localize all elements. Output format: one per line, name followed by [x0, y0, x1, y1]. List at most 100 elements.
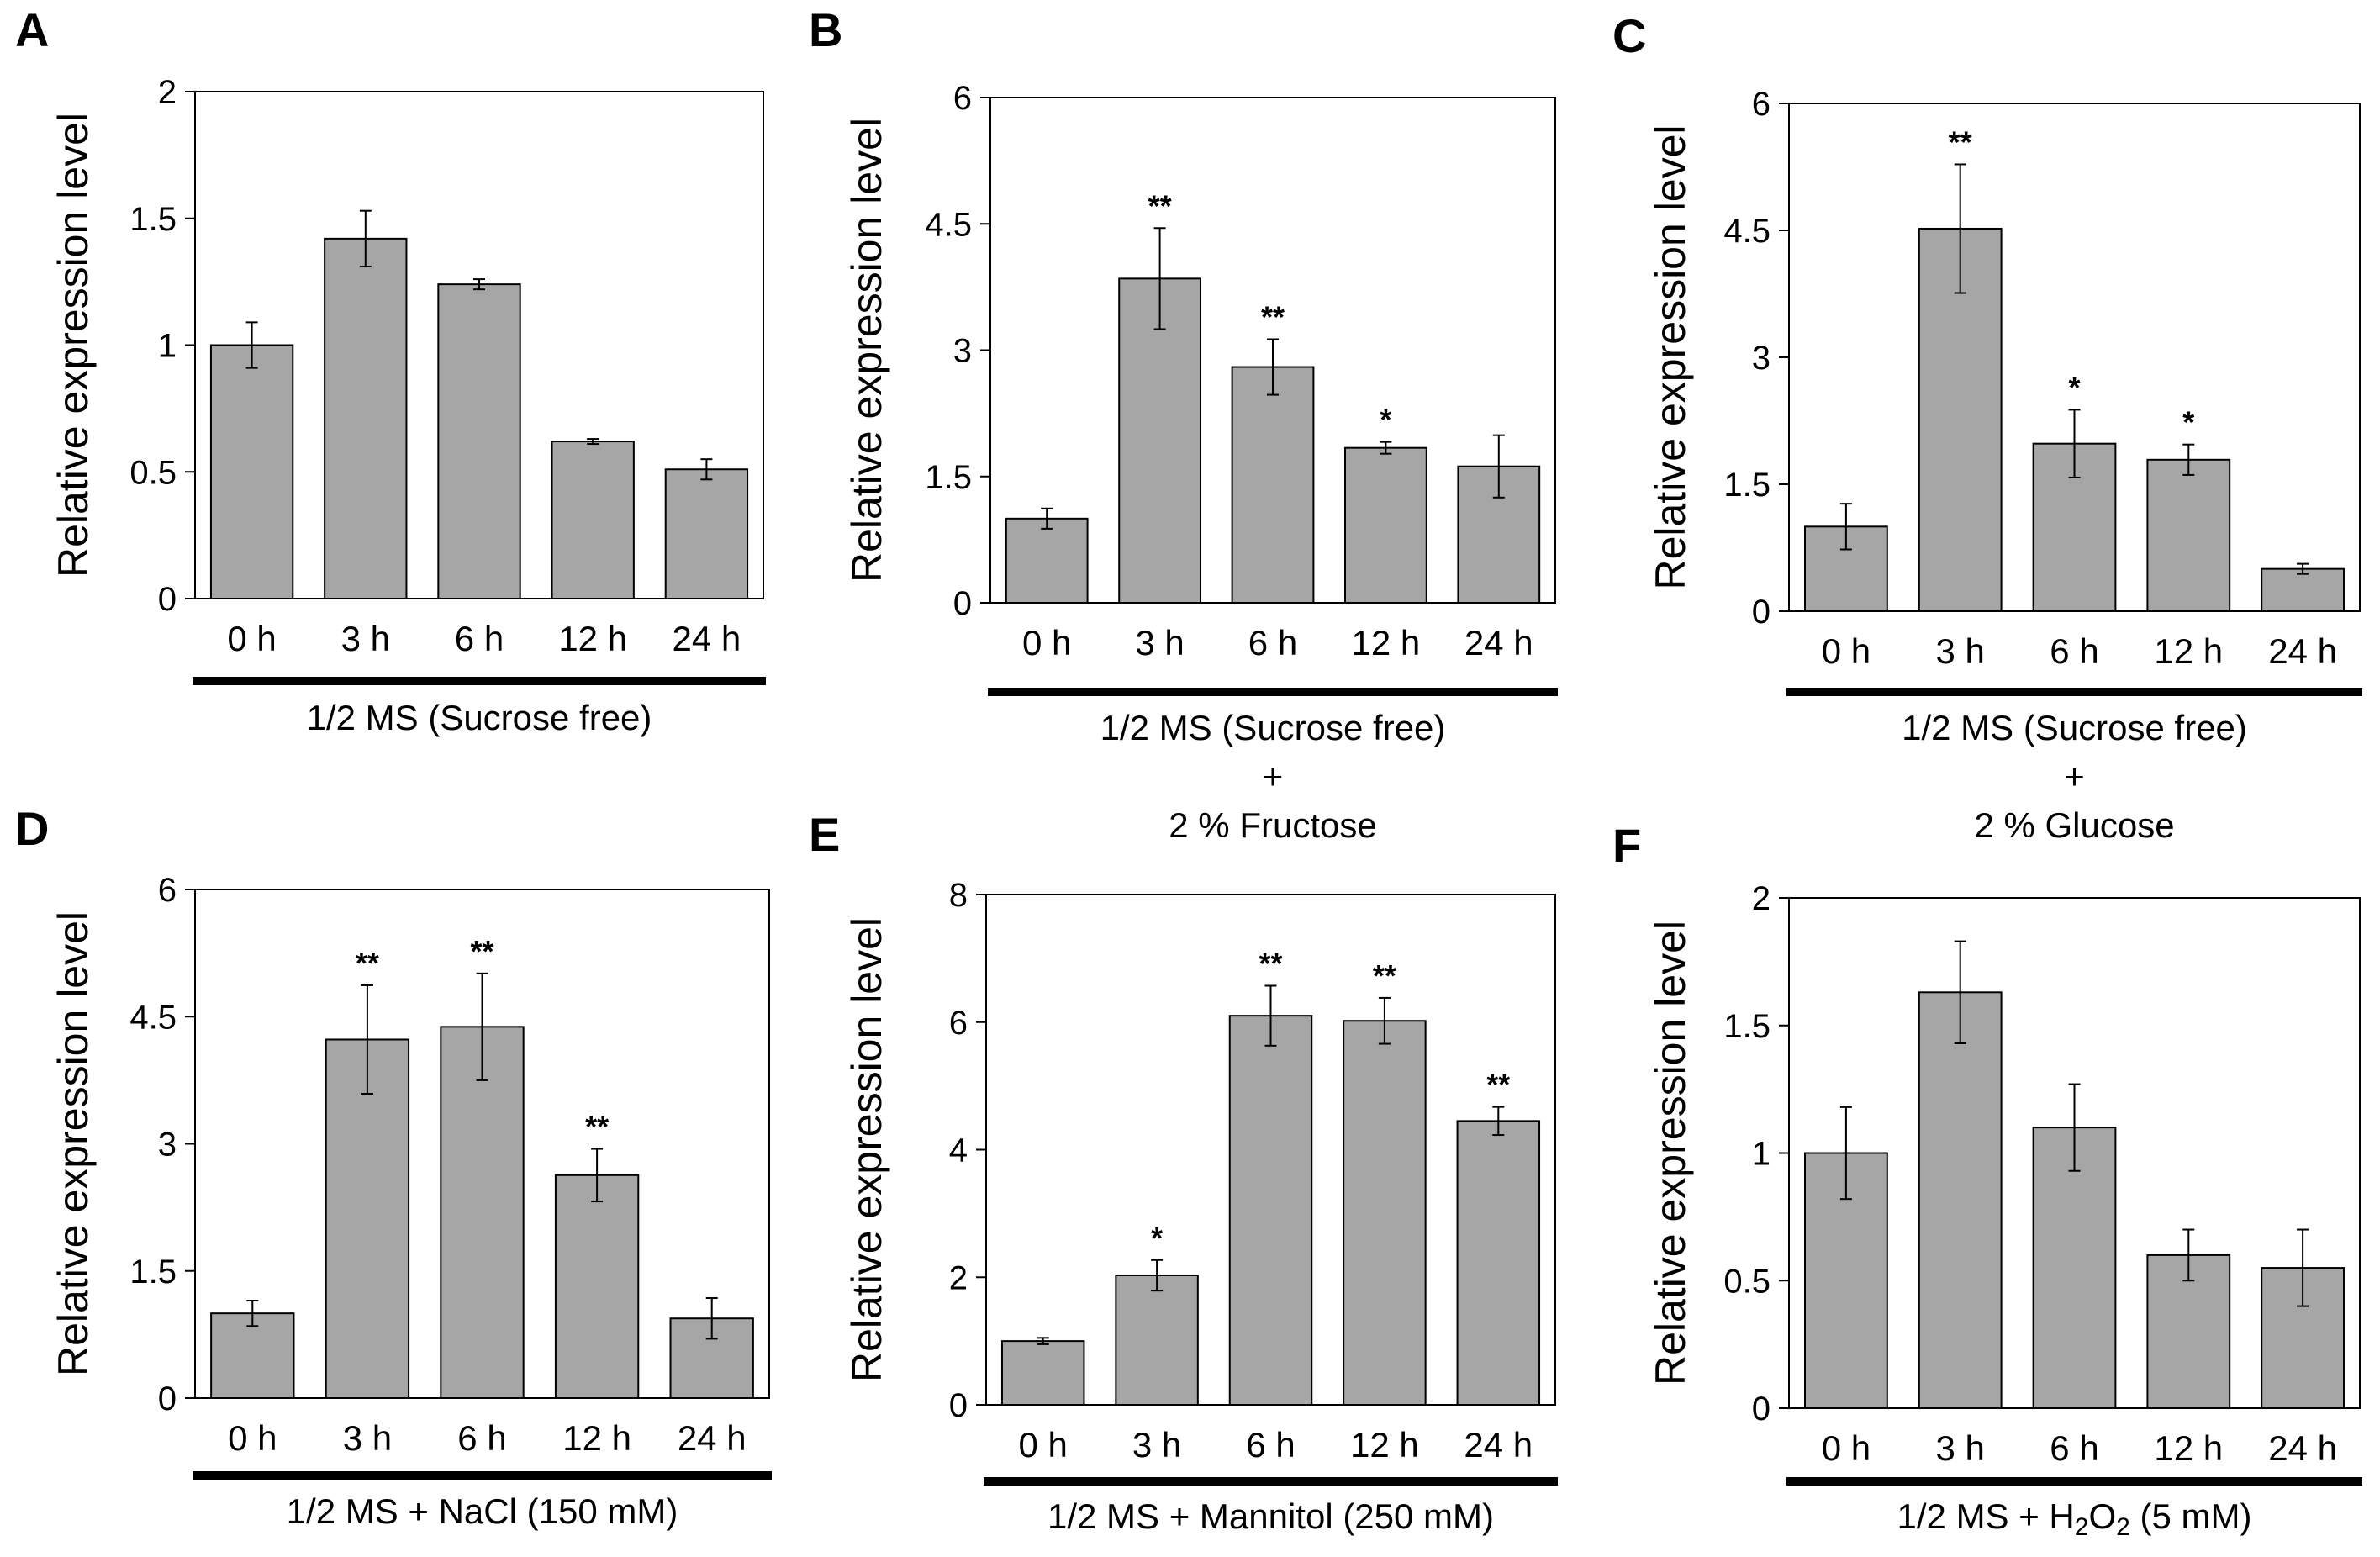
- y-tick-label: 2: [949, 1259, 968, 1296]
- y-axis-label: Relative expression level: [843, 118, 890, 583]
- x-tick-label: 3 h: [343, 1418, 392, 1458]
- y-tick-label: 3: [953, 333, 972, 370]
- condition-label: 1/2 MS + Mannitol (250 mM): [1048, 1496, 1494, 1536]
- bar-6h: [1228, 1015, 1313, 1406]
- panel-letter: A: [15, 3, 49, 56]
- bar-3h: [1118, 277, 1201, 604]
- y-tick-label: 4.5: [925, 206, 972, 243]
- y-axis-label: Relative expression level: [843, 917, 890, 1382]
- significance-mark: **: [1261, 299, 1285, 334]
- condition-label: 1/2 MS (Sucrose free): [307, 698, 652, 737]
- x-tick-label: 0 h: [1019, 1425, 1068, 1465]
- significance-mark: **: [1949, 124, 1972, 159]
- y-tick-label: 0: [158, 1380, 177, 1417]
- condition-bar: [1786, 688, 2362, 696]
- x-tick-label: 24 h: [1464, 623, 1533, 662]
- x-tick-label: 6 h: [2050, 1428, 2098, 1468]
- significance-mark: **: [1486, 1068, 1510, 1102]
- bar-3h: [1918, 991, 2003, 1410]
- x-tick-label: 3 h: [341, 619, 390, 658]
- panel-a: A Relative expression level 0 0.5 1 1.5 2 0 h 3 …: [15, 3, 766, 737]
- x-tick-label: 3 h: [1135, 623, 1184, 662]
- bar-6h: [2032, 1127, 2117, 1410]
- y-tick-label: 0: [949, 1387, 968, 1424]
- y-tick-label: 4.5: [1723, 213, 1770, 250]
- y-axis-label: Relative expression level: [1647, 124, 1694, 589]
- condition-bar: [193, 677, 766, 685]
- bar-12h: [1344, 446, 1427, 604]
- x-tick-label: 12 h: [1350, 1425, 1419, 1465]
- x-tick-label: 24 h: [673, 619, 741, 658]
- significance-mark: *: [1380, 403, 1391, 437]
- y-tick-label: 6: [949, 1005, 968, 1042]
- condition-label: 2 % Glucose: [1974, 805, 2174, 845]
- y-tick-label: 0: [953, 585, 972, 622]
- bar-24h: [664, 468, 749, 599]
- condition-bar: [193, 1471, 772, 1480]
- bar-12h: [1343, 1020, 1427, 1407]
- y-axis-label: Relative expression level: [50, 113, 97, 578]
- condition-label: +: [1263, 757, 1284, 796]
- x-tick-label: 0 h: [228, 1418, 277, 1458]
- y-tick-label: 1.5: [1723, 1008, 1770, 1045]
- y-tick-label: 0: [1752, 594, 1770, 631]
- bar-0h: [210, 1312, 295, 1399]
- x-tick-label: 6 h: [1248, 623, 1297, 662]
- x-tick-label: 0 h: [227, 619, 276, 658]
- x-tick-label: 12 h: [1352, 623, 1421, 662]
- condition-bar: [984, 1477, 1558, 1486]
- panel-f: F Relative expression level 0 0.5 1 1.5 2 0 h 3 …: [1612, 819, 2362, 1541]
- x-tick-label: 6 h: [2050, 631, 2098, 671]
- y-tick-label: 0: [1752, 1391, 1770, 1428]
- y-axis-label: Relative expression level: [50, 911, 97, 1376]
- y-tick-label: 3: [1752, 340, 1770, 377]
- bar-0h: [1000, 1340, 1085, 1406]
- bar-12h: [2146, 458, 2231, 612]
- condition-label: 2 % Fructose: [1169, 805, 1376, 845]
- bar-24h: [1456, 1120, 1541, 1406]
- y-axis-label: Relative expression level: [1647, 921, 1694, 1385]
- x-tick-label: 3 h: [1936, 631, 1985, 671]
- x-tick-label: 0 h: [1822, 1428, 1871, 1468]
- y-tick-label: 0.5: [1723, 1263, 1770, 1300]
- significance-mark: **: [470, 934, 493, 969]
- bar-3h: [324, 237, 408, 599]
- y-tick-label: 2: [1752, 880, 1770, 917]
- condition-label: 1/2 MS + H2O2 (5 mM): [1897, 1496, 2252, 1541]
- bar-12h: [551, 441, 635, 599]
- x-tick-label: 0 h: [1022, 623, 1071, 662]
- y-tick-label: 6: [953, 80, 972, 117]
- panel-e: E Relative expression level 0 2 4 6 8 0 h * 3 h **…: [809, 808, 1558, 1536]
- significance-mark: **: [1148, 188, 1172, 223]
- significance-mark: **: [356, 946, 379, 980]
- bar-3h: [1115, 1274, 1199, 1406]
- condition-label: 1/2 MS (Sucrose free): [1100, 708, 1446, 747]
- panel-letter: E: [809, 808, 840, 861]
- x-tick-label: 6 h: [457, 1418, 506, 1458]
- condition-label: +: [2064, 757, 2085, 796]
- x-tick-label: 12 h: [562, 1418, 631, 1458]
- significance-mark: **: [1373, 958, 1396, 993]
- y-tick-label: 4: [949, 1132, 968, 1169]
- condition-bar: [1786, 1477, 2362, 1486]
- significance-mark: **: [585, 1110, 609, 1144]
- y-tick-label: 1.5: [129, 201, 177, 238]
- bar-12h: [554, 1174, 640, 1400]
- x-tick-label: 24 h: [1464, 1425, 1533, 1465]
- panel-d: D Relative expression level 0 1.5 3 4.5 6 0 h **…: [15, 802, 772, 1531]
- bar-6h: [437, 283, 521, 599]
- x-tick-label: 0 h: [1822, 631, 1871, 671]
- x-tick-label: 3 h: [1936, 1428, 1985, 1468]
- x-tick-label: 12 h: [2154, 631, 2223, 671]
- panel-letter: C: [1612, 9, 1646, 62]
- bar-0h: [1005, 517, 1089, 604]
- y-tick-label: 1.5: [1723, 467, 1770, 504]
- y-tick-label: 6: [1752, 86, 1770, 123]
- y-tick-label: 1: [158, 328, 177, 365]
- significance-mark: *: [2068, 370, 2080, 404]
- condition-bar: [988, 688, 1558, 696]
- bar-0h: [209, 344, 294, 599]
- x-tick-label: 12 h: [558, 619, 627, 658]
